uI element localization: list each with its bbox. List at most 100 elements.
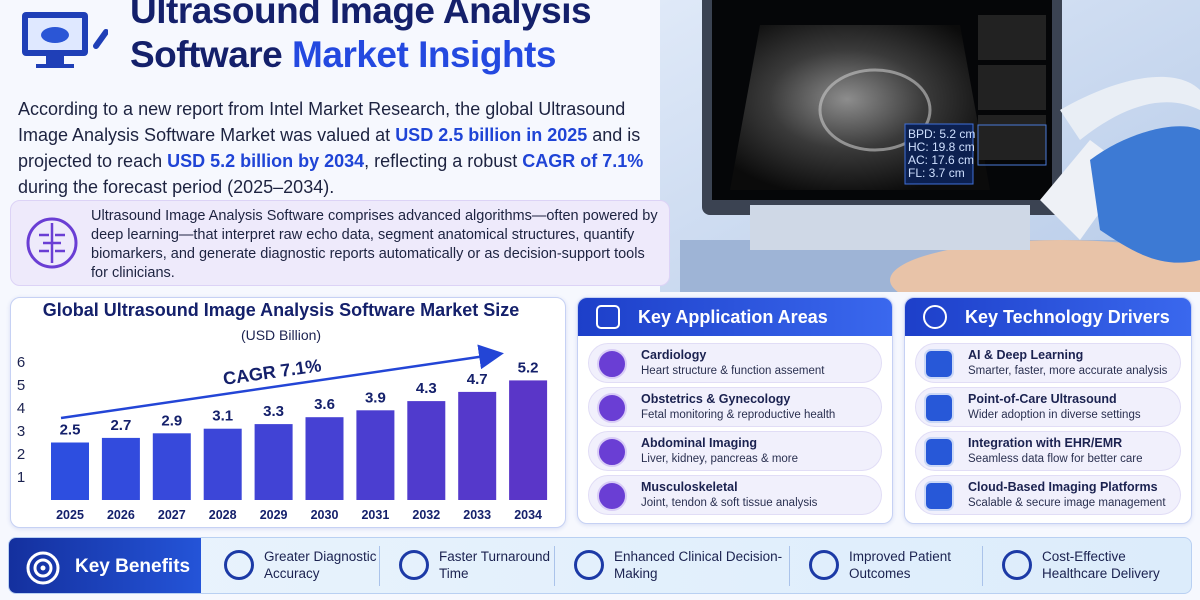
bar bbox=[254, 424, 293, 500]
drivers-icon bbox=[924, 481, 954, 511]
definition-box: Ultrasound Image Analysis Software compr… bbox=[10, 200, 670, 286]
target-icon bbox=[26, 551, 60, 585]
benefit-text: Faster Turnaround Time bbox=[439, 549, 551, 581]
x-tick-label: 2025 bbox=[56, 508, 84, 522]
drivers-item-title: Integration with EHR/EMR bbox=[968, 436, 1123, 450]
value-label: 2.5 bbox=[60, 422, 81, 439]
chart: Global Ultrasound Image Analysis Softwar… bbox=[17, 300, 548, 522]
monitor-icon bbox=[22, 12, 108, 68]
x-tick-label: 2029 bbox=[260, 508, 288, 522]
title-highlight: Market Insights bbox=[292, 34, 556, 75]
applications-item: Cardiology Heart structure & function ass… bbox=[588, 343, 882, 383]
chart-panel: Global Ultrasound Image Analysis Softwar… bbox=[10, 297, 566, 528]
applications-icon bbox=[597, 481, 627, 511]
drivers-item-title: Point-of-Care Ultrasound bbox=[968, 392, 1117, 406]
intro-highlight: CAGR of 7.1% bbox=[522, 151, 644, 171]
bar bbox=[203, 428, 242, 500]
applications-icon bbox=[597, 349, 627, 379]
drivers-item-desc: Smarter, faster, more accurate analysis bbox=[968, 365, 1168, 377]
bar bbox=[458, 391, 497, 500]
applications-item: Musculoskeletal Joint, tendon & soft tiss… bbox=[588, 475, 882, 515]
benefit-text: Greater Diagnostic Accuracy bbox=[264, 549, 377, 581]
readout-line: HC: 19.8 cm bbox=[908, 140, 975, 154]
hero-image bbox=[660, 0, 1200, 292]
intro-text: According to a new report from Intel Mar… bbox=[18, 99, 626, 145]
benefit-icon bbox=[1002, 550, 1032, 580]
readout-line: BPD: 5.2 cm bbox=[908, 127, 976, 141]
drivers-item-desc: Wider adoption in diverse settings bbox=[968, 409, 1141, 421]
applications-icon bbox=[597, 393, 627, 423]
annotation: CAGR 7.1% bbox=[222, 355, 323, 389]
definition-text: Ultrasound Image Analysis Software compr… bbox=[91, 208, 658, 281]
value-label: 5.2 bbox=[518, 359, 539, 376]
benefit-separator bbox=[379, 546, 380, 586]
y-tick-label: 6 bbox=[17, 354, 25, 371]
intro-highlight: USD 2.5 billion in 2025 bbox=[395, 125, 588, 145]
applications-item-desc: Joint, tendon & soft tissue analysis bbox=[641, 497, 818, 509]
bar bbox=[305, 417, 344, 500]
applications-item: Obstetrics & Gynecology Fetal monitoring … bbox=[588, 387, 882, 427]
bar bbox=[51, 442, 89, 500]
bar bbox=[509, 380, 548, 500]
value-label: 3.9 bbox=[365, 389, 386, 406]
intro-text: during the forecast period (2025–2034). bbox=[18, 177, 335, 197]
drivers-item: Point-of-Care Ultrasound Wider adoption i… bbox=[915, 387, 1181, 427]
applications-item-desc: Liver, kidney, pancreas & more bbox=[641, 453, 799, 465]
brain-icon bbox=[26, 217, 78, 269]
y-tick-label: 5 bbox=[17, 377, 25, 394]
drivers-panel: Key Technology Drivers AI & Deep Learnin… bbox=[904, 297, 1192, 524]
trend-arrow bbox=[60, 344, 504, 420]
bar bbox=[152, 433, 191, 500]
applications-title: Key Application Areas bbox=[638, 306, 828, 327]
title-text: Software bbox=[130, 34, 283, 75]
benefits-title: Key Benefits bbox=[75, 555, 191, 577]
benefit-icon bbox=[809, 550, 839, 580]
drivers-icon bbox=[924, 393, 954, 423]
applications-item-title: Musculoskeletal bbox=[641, 480, 738, 494]
readout-line: FL: 3.7 cm bbox=[908, 166, 965, 180]
drivers-icon bbox=[924, 437, 954, 467]
benefit-icon bbox=[224, 550, 254, 580]
applications-item-desc: Fetal monitoring & reproductive health bbox=[641, 409, 836, 421]
y-tick-label: 2 bbox=[17, 446, 25, 463]
drivers-item: Integration with EHR/EMR Seamless data fl… bbox=[915, 431, 1181, 471]
readout-line: AC: 17.6 cm bbox=[908, 153, 975, 167]
drivers-item-desc: Scalable & secure image management bbox=[968, 497, 1166, 509]
benefits-bar: Key Benefits Greater Diagnostic Accuracy… bbox=[8, 537, 1192, 594]
x-tick-label: 2032 bbox=[412, 508, 440, 522]
drivers-title: Key Technology Drivers bbox=[965, 306, 1170, 327]
value-label: 3.3 bbox=[263, 403, 284, 420]
value-label: 3.1 bbox=[212, 408, 233, 425]
drivers-item: AI & Deep Learning Smarter, faster, more … bbox=[915, 343, 1181, 383]
x-tick-label: 2026 bbox=[107, 508, 135, 522]
bar bbox=[407, 401, 446, 500]
bar bbox=[101, 437, 140, 500]
x-tick-label: 2030 bbox=[311, 508, 339, 522]
benefit-separator bbox=[554, 546, 555, 586]
benefit-text: Improved Patient Outcomes bbox=[849, 549, 952, 581]
value-label: 2.7 bbox=[110, 417, 131, 434]
applications-item-title: Cardiology bbox=[641, 348, 707, 362]
applications-item-title: Abdominal Imaging bbox=[641, 436, 757, 450]
intro-text: and is projected to reach bbox=[18, 125, 641, 171]
chart-subtitle: (USD Billion) bbox=[241, 327, 321, 343]
y-tick-label: 1 bbox=[17, 469, 25, 486]
intro-paragraph: According to a new report from Intel Mar… bbox=[18, 96, 658, 200]
drivers-item-desc: Seamless data flow for better care bbox=[968, 453, 1143, 465]
applications-icon bbox=[597, 437, 627, 467]
benefit-separator bbox=[982, 546, 983, 586]
drivers-item-title: AI & Deep Learning bbox=[968, 348, 1084, 362]
benefit-separator bbox=[789, 546, 790, 586]
applications-item-desc: Heart structure & function assement bbox=[641, 365, 825, 377]
benefit-icon bbox=[574, 550, 604, 580]
intro-highlight: USD 5.2 billion by 2034 bbox=[167, 151, 365, 171]
drivers-item: Cloud-Based Imaging Platforms Scalable & … bbox=[915, 475, 1181, 515]
benefits-header: Key Benefits bbox=[9, 538, 201, 593]
intro-text: , reflecting a robust bbox=[364, 151, 523, 171]
x-tick-label: 2034 bbox=[514, 508, 542, 522]
title-line-1: Ultrasound Image Analysis bbox=[130, 0, 592, 31]
applications-header: Key Application Areas bbox=[578, 298, 892, 336]
bar bbox=[356, 410, 395, 500]
benefit-text: Cost-Effective Healthcare Delivery bbox=[1042, 549, 1160, 581]
x-tick-label: 2028 bbox=[209, 508, 237, 522]
